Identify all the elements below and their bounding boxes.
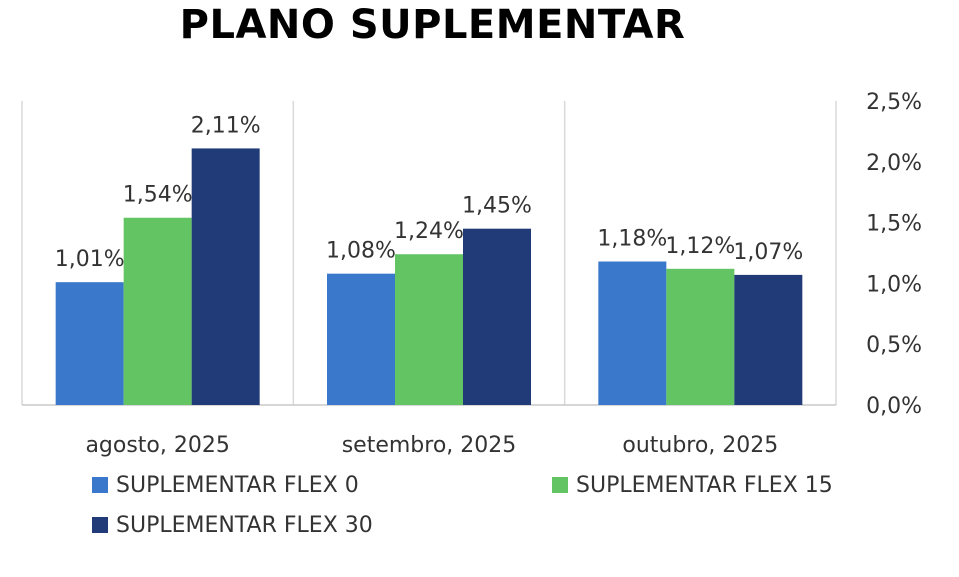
bar [598, 261, 667, 405]
y-tick-label: 2,5% [866, 90, 922, 115]
legend-label-flex-30: SUPLEMENTAR FLEX 30 [116, 512, 373, 538]
data-label: 1,54% [123, 183, 193, 208]
x-category-label: setembro, 2025 [342, 433, 517, 458]
bar [463, 228, 531, 405]
legend-swatch-flex-15 [552, 477, 568, 493]
bar [55, 282, 124, 405]
bar [123, 217, 192, 405]
data-label: 1,08% [326, 239, 396, 264]
x-category-label: agosto, 2025 [85, 433, 229, 458]
data-label: 1,45% [462, 194, 532, 219]
data-label: 1,24% [394, 219, 464, 244]
data-label: 1,07% [733, 240, 803, 265]
bar [734, 274, 803, 405]
y-tick-label: 1,0% [866, 272, 922, 297]
x-category-label: outubro, 2025 [622, 433, 778, 458]
bar [395, 254, 463, 405]
data-label: 1,18% [597, 227, 667, 252]
bar [327, 273, 395, 405]
y-tick-label: 0,0% [866, 394, 922, 419]
legend-item-flex-0: SUPLEMENTAR FLEX 0 [92, 470, 359, 500]
legend-label-flex-15: SUPLEMENTAR FLEX 15 [576, 472, 833, 498]
data-label: 1,12% [665, 234, 735, 259]
y-tick-label: 1,5% [866, 212, 922, 237]
legend-label-flex-0: SUPLEMENTAR FLEX 0 [116, 472, 359, 498]
data-label: 2,11% [191, 113, 261, 138]
legend-swatch-flex-0 [92, 477, 108, 493]
bar [191, 148, 260, 405]
bar [666, 268, 735, 405]
legend-swatch-flex-30 [92, 517, 108, 533]
y-tick-label: 2,0% [866, 151, 922, 176]
bar-chart: 0,0% 0,5% 1,0% 1,5% 2,0% 2,5% 1,01% 1,54% 2,11% a… [21, 90, 922, 458]
y-tick-label: 0,5% [866, 333, 922, 358]
chart-title: PLANO SUPLEMENTAR [179, 2, 686, 48]
data-label: 1,01% [55, 247, 125, 272]
legend-item-flex-30: SUPLEMENTAR FLEX 30 [92, 510, 373, 540]
legend-item-flex-15: SUPLEMENTAR FLEX 15 [552, 470, 833, 500]
